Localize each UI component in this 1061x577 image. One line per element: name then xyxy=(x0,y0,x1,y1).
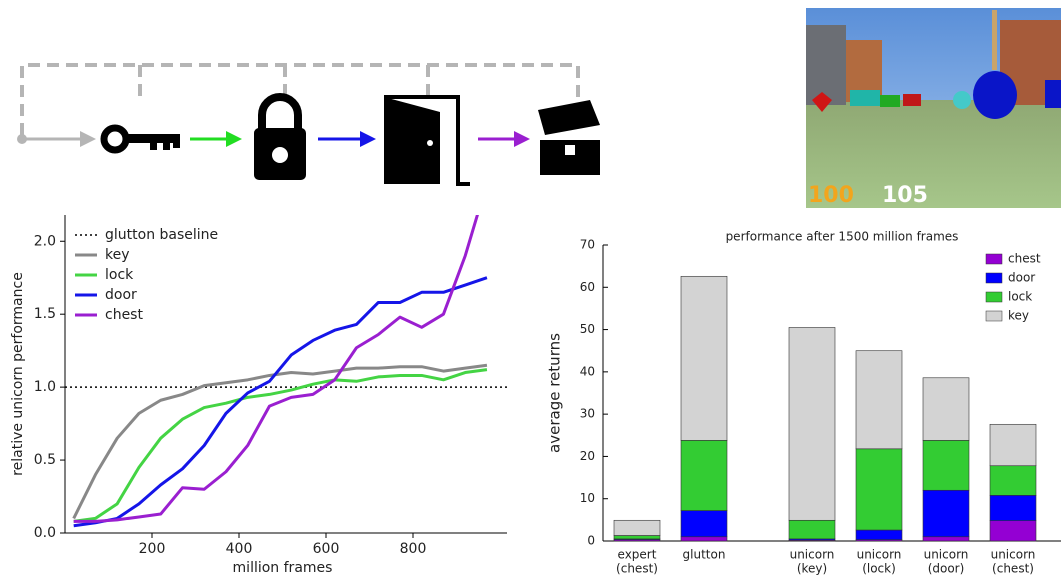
legend-label: lock xyxy=(105,267,134,283)
x-tick-label: unicorn xyxy=(790,548,835,562)
x-tick-label: unicorn xyxy=(991,548,1036,562)
x-tick-label: 600 xyxy=(313,541,340,557)
legend-label: door xyxy=(1008,271,1035,285)
x-tick-label: (chest) xyxy=(992,562,1034,576)
bar-segment xyxy=(681,276,727,440)
y-tick-label: 70 xyxy=(580,238,595,252)
chart-title: performance after 1500 million frames xyxy=(726,230,959,244)
key-icon xyxy=(104,128,180,150)
task-diagram xyxy=(17,65,600,184)
bar-segment xyxy=(990,495,1036,520)
bar-segment xyxy=(614,536,660,539)
x-tick-label: expert xyxy=(618,548,657,562)
y-tick-label: 0 xyxy=(587,534,595,548)
x-tick-label: glutton xyxy=(683,548,726,562)
bar-segment xyxy=(856,530,902,540)
legend-swatch xyxy=(986,273,1002,283)
y-axis-label: relative unicorn performance xyxy=(10,272,26,476)
x-axis-label: million frames xyxy=(233,560,333,576)
x-tick-label: (key) xyxy=(797,562,827,576)
y-tick-label: 60 xyxy=(580,280,595,294)
y-tick-label: 0.5 xyxy=(34,452,56,468)
y-tick-label: 20 xyxy=(580,449,595,463)
bar-segment xyxy=(990,424,1036,465)
bar-segment xyxy=(789,520,835,539)
legend-label: chest xyxy=(1008,252,1041,266)
bar-segment xyxy=(923,537,969,541)
y-tick-label: 30 xyxy=(580,407,595,421)
y-tick-label: 2.0 xyxy=(34,233,56,249)
door-icon xyxy=(384,97,470,184)
hud-health: 100 xyxy=(808,183,854,208)
arrowhead xyxy=(226,131,242,147)
lock-icon xyxy=(254,97,306,180)
bar-segment xyxy=(856,351,902,449)
bar-segment xyxy=(990,466,1036,496)
legend-label: door xyxy=(105,287,137,303)
legend-label: key xyxy=(1008,309,1029,323)
hud-ammo: 105 xyxy=(882,183,928,208)
legend-label: chest xyxy=(105,307,143,323)
y-tick-label: 1.5 xyxy=(34,306,56,322)
legend-swatch xyxy=(986,311,1002,321)
bar-segment xyxy=(789,327,835,520)
x-tick-label: 200 xyxy=(139,541,166,557)
bar-segment xyxy=(990,521,1036,541)
arrowhead xyxy=(360,131,376,147)
arrowhead xyxy=(80,131,96,147)
x-tick-label: unicorn xyxy=(857,548,902,562)
series-line xyxy=(74,370,487,522)
bar-segment xyxy=(923,378,969,441)
legend-label: key xyxy=(105,247,130,263)
game-screenshot: 100 105 xyxy=(806,8,1061,208)
start-dot xyxy=(17,134,27,144)
figure: 100 105 0.00.51.01.52.0200400600800milli… xyxy=(0,0,1061,577)
x-tick-label: 400 xyxy=(226,541,253,557)
bar-segment xyxy=(856,449,902,530)
y-tick-label: 50 xyxy=(580,322,595,336)
y-tick-label: 1.0 xyxy=(34,379,56,395)
legend-label: lock xyxy=(1008,290,1032,304)
y-tick-label: 40 xyxy=(580,364,595,378)
bar-segment xyxy=(923,440,969,490)
y-axis-label: average returns xyxy=(546,333,564,453)
y-tick-label: 10 xyxy=(580,491,595,505)
chest-icon xyxy=(538,100,600,175)
x-tick-label: 800 xyxy=(400,541,427,557)
bar-segment xyxy=(681,440,727,510)
bar-segment xyxy=(923,490,969,537)
legend-label: glutton baseline xyxy=(105,227,218,243)
legend-swatch xyxy=(986,254,1002,264)
x-tick-label: (door) xyxy=(928,562,965,576)
bar-segment xyxy=(681,537,727,541)
x-tick-label: (lock) xyxy=(862,562,896,576)
x-tick-label: (chest) xyxy=(616,562,658,576)
bar-segment xyxy=(614,520,660,535)
legend-swatch xyxy=(986,292,1002,302)
arrowhead xyxy=(514,131,530,147)
series-line xyxy=(74,365,487,518)
bar-segment xyxy=(681,511,727,537)
y-tick-label: 0.0 xyxy=(34,525,56,541)
x-tick-label: unicorn xyxy=(924,548,969,562)
